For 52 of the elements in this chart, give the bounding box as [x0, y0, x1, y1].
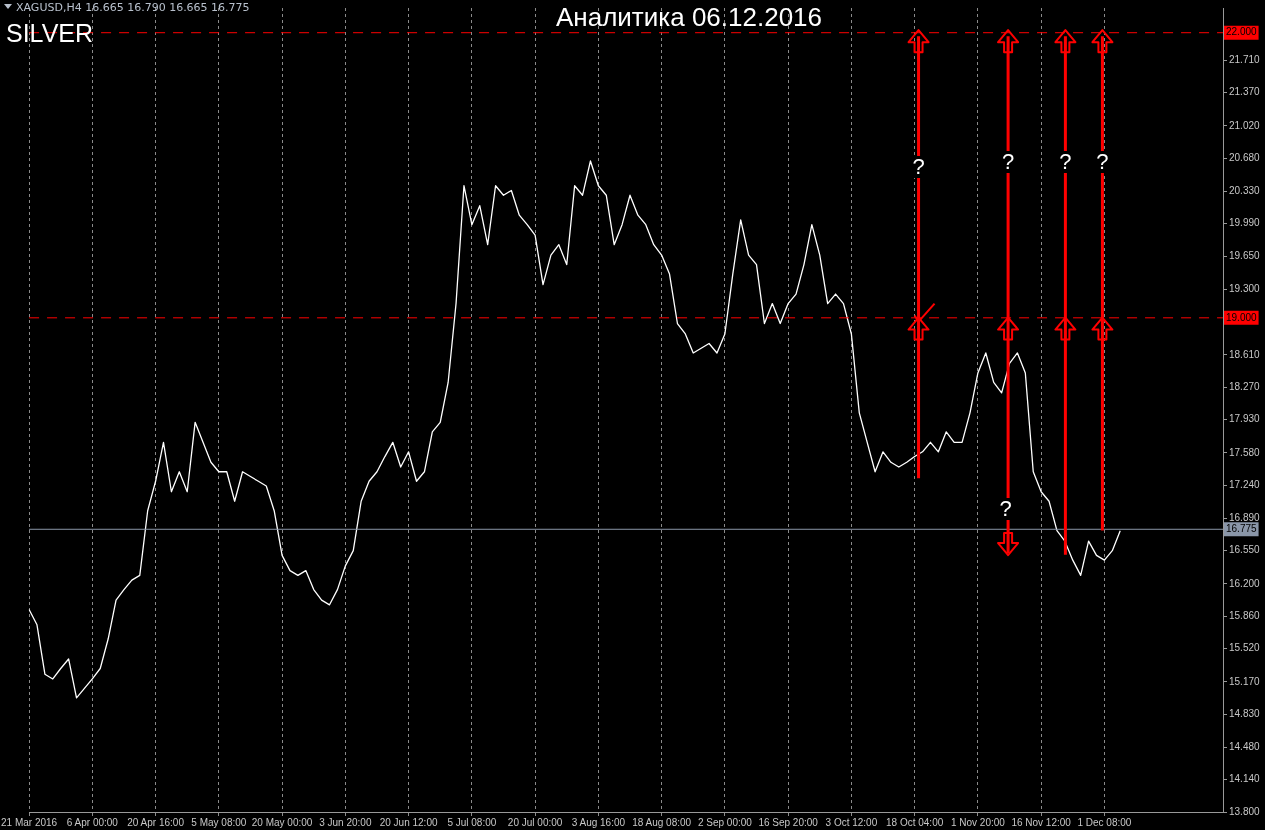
y-tick-label: 14.140 — [1229, 773, 1261, 785]
y-tick-label: 16.890 — [1229, 512, 1261, 524]
ref-line-label: 16.775 — [1226, 523, 1258, 535]
x-tick-label: 3 Aug 16:00 — [571, 816, 626, 828]
y-tick-label: 14.830 — [1229, 707, 1261, 719]
x-tick-label: 2 Sep 00:00 — [697, 816, 753, 828]
x-tick-label: 20 May 00:00 — [251, 816, 313, 828]
x-tick-label: 6 Apr 00:00 — [66, 816, 119, 828]
ref-line-label: 22.000 — [1226, 26, 1258, 38]
chart-subtitle: SILVER — [6, 19, 94, 48]
annotation: ? — [997, 495, 1014, 521]
x-tick-label: 18 Aug 08:00 — [632, 816, 692, 828]
y-tick-label: 15.860 — [1229, 609, 1261, 621]
y-tick-label: 19.990 — [1229, 217, 1261, 229]
x-tick-label: 20 Apr 16:00 — [127, 816, 185, 828]
x-tick-label: 1 Dec 08:00 — [1077, 816, 1132, 828]
x-tick-label: 3 Oct 12:00 — [825, 816, 878, 828]
y-tick-label: 15.520 — [1229, 642, 1261, 654]
x-tick-label: 18 Oct 04:00 — [886, 816, 944, 828]
annotation: XAGUSD,H4 16.665 16.790 16.665 16.775 — [16, 1, 250, 14]
y-tick-label: 13.800 — [1229, 805, 1261, 817]
ref-line-label: 19.000 — [1226, 311, 1258, 323]
annotation: ? — [1057, 149, 1074, 175]
y-tick-label: 16.200 — [1229, 577, 1261, 589]
y-tick-label: 19.650 — [1229, 249, 1261, 261]
y-tick-label: 16.550 — [1229, 544, 1261, 556]
y-tick-label: 14.480 — [1229, 741, 1261, 753]
y-tick-label: 15.170 — [1229, 675, 1261, 687]
x-tick-label: 21 Mar 2016 — [1, 816, 58, 828]
x-tick-label: 5 Jul 08:00 — [447, 816, 497, 828]
x-tick-label: 16 Nov 12:00 — [1011, 816, 1072, 828]
x-tick-label: 1 Nov 20:00 — [950, 816, 1006, 828]
x-tick-label: 5 May 08:00 — [191, 816, 247, 828]
x-tick-label: 20 Jun 12:00 — [379, 816, 438, 828]
y-tick-label: 20.330 — [1229, 185, 1261, 197]
x-tick-label: 20 Jul 00:00 — [507, 816, 563, 828]
y-tick-label: 17.930 — [1229, 413, 1261, 425]
x-tick-label: 16 Sep 20:00 — [758, 816, 819, 828]
y-tick-label: 18.270 — [1229, 380, 1261, 392]
annotation: ? — [910, 154, 927, 180]
y-tick-label: 17.580 — [1229, 446, 1261, 458]
x-tick-label: 3 Jun 20:00 — [319, 816, 372, 828]
annotation: ? — [1094, 149, 1111, 175]
y-tick-label: 20.680 — [1229, 151, 1261, 163]
y-tick-label: 21.370 — [1229, 86, 1261, 98]
y-tick-label: 18.610 — [1229, 348, 1261, 360]
y-tick-label: 19.300 — [1229, 283, 1261, 295]
y-tick-label: 21.020 — [1229, 119, 1261, 131]
y-tick-label: 21.710 — [1229, 54, 1261, 66]
chart-title: Аналитика 06.12.2016 — [555, 2, 823, 32]
annotation: ? — [999, 149, 1017, 175]
y-tick-label: 17.240 — [1229, 478, 1261, 490]
